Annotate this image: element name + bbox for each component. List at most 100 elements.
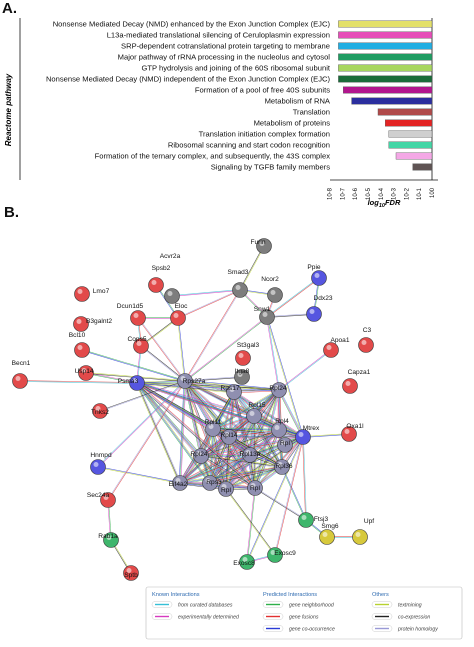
node-Ppie[interactable]: Ppie (307, 264, 327, 286)
node-Rps3[interactable]: Rps3 (202, 475, 223, 491)
node-Furin[interactable]: Furin (250, 238, 272, 254)
node-Exosc9[interactable]: Exosc9 (267, 547, 297, 563)
edge-Rps27a-Rpl36-2 (184, 381, 282, 468)
edge-Exosc8-Mtrex-1 (247, 437, 304, 563)
node-circle-Ncor2[interactable] (267, 287, 283, 303)
node-Rpl24[interactable]: Rpl24 (269, 382, 287, 398)
edge-Itga8-Rps27a-1 (184, 376, 242, 381)
node-highlight-Rps27a (180, 376, 186, 381)
edge-Exosc9-Mtrex-0 (274, 436, 303, 555)
node-label-Snw1: Snw1 (254, 306, 271, 313)
node-circle-Acvr2a[interactable] (164, 288, 180, 304)
node-circle-Ppie[interactable] (311, 270, 327, 286)
node-circle-Becn1[interactable] (12, 373, 28, 389)
node-highlight-Snw1 (262, 312, 268, 317)
node-Upf[interactable]: Upf (352, 518, 375, 545)
node-Cops5[interactable]: Cops5 (127, 336, 149, 354)
node-Usp14[interactable]: Usp14 (74, 365, 94, 381)
node-Mtrex[interactable]: Mtrex (295, 425, 320, 445)
edge-Rpl14-Rps3-0 (210, 437, 231, 484)
node-Ncor2[interactable]: Ncor2 (261, 276, 283, 303)
node-B3galnt2[interactable]: B3galnt2 (73, 316, 113, 332)
node-circle-Rpl15[interactable] (246, 408, 262, 424)
node-Rpl[interactable]: Rpl (277, 437, 293, 453)
node-Oxa1l[interactable]: Oxa1l (341, 423, 365, 442)
node-C3[interactable]: C3 (358, 327, 374, 353)
node-Rpl15[interactable]: Rpl15 (246, 402, 266, 424)
node-Eloc[interactable]: Eloc (170, 303, 189, 326)
node-Sec24a[interactable]: Sec24a (87, 492, 116, 508)
node-Rpl24b[interactable]: Rpl24 (190, 448, 209, 464)
node-highlight-Acvr2a (167, 291, 173, 296)
edge-Rpl24-Rpl11-2 (212, 388, 279, 429)
node-Rpl2[interactable]: Rpl (247, 480, 263, 496)
node-Rpl13a[interactable]: Rpl13a (240, 447, 261, 463)
node-Smad3[interactable]: Smad3 (228, 269, 249, 298)
node-Snw1[interactable]: Snw1 (254, 306, 275, 325)
node-circle-Eloc[interactable] (170, 310, 186, 326)
node-Ftsj3[interactable]: Ftsj3 (298, 512, 329, 528)
node-circle-C3[interactable] (358, 337, 374, 353)
node-circle-Dcun1d5[interactable] (130, 310, 146, 326)
node-Capza1[interactable]: Capza1 (342, 369, 371, 394)
edge-Smad3-Rps27a-1 (184, 289, 240, 381)
node-St3gal3[interactable]: St3gal3 (235, 342, 260, 366)
node-circle-Upf[interactable] (352, 529, 368, 545)
node-Rpl4[interactable]: Rpl4 (271, 418, 290, 438)
edge-Rpl36-Rps3-0 (210, 467, 283, 485)
edge-Rps27a-Snw1-1 (185, 317, 268, 382)
node-label-Mtrex: Mtrex (303, 425, 320, 432)
bar-3 (338, 53, 433, 61)
node-label-Upf: Upf (364, 518, 374, 525)
node-Becn1[interactable]: Becn1 (12, 360, 31, 389)
node-circle-Capza1[interactable] (342, 378, 358, 394)
node-Rpl[interactable]: Rpl (218, 481, 234, 497)
node-circle-Spsb2[interactable] (148, 277, 164, 293)
node-highlight-Exosc8 (242, 557, 248, 562)
node-highlight-Rpl24b (196, 451, 202, 456)
node-circle-Hnmpd[interactable] (90, 459, 106, 475)
node-Itga8[interactable]: Itga8 (234, 368, 250, 385)
node-Rps27a[interactable]: Rps27a (177, 373, 206, 389)
node-circle-Smad3[interactable] (232, 282, 248, 298)
node-circle-Apoa1[interactable] (323, 342, 339, 358)
node-Acvr2a[interactable]: Acvr2a (160, 253, 181, 304)
node-circle-St3gal3[interactable] (235, 350, 251, 366)
node-circle-Ddx23[interactable] (306, 306, 322, 322)
node-Rpl36[interactable]: Rpl36 (274, 459, 293, 475)
node-Rpl11[interactable]: Rpl11 (205, 419, 222, 437)
node-Eif4a2[interactable]: Eif4a2 (169, 475, 188, 491)
node-Bcl10[interactable]: Bcl10 (69, 332, 90, 358)
node-Hnmpd[interactable]: Hnmpd (90, 452, 112, 475)
node-circle-Bcl10[interactable] (74, 342, 90, 358)
node-Psma3[interactable]: Psma3 (118, 375, 145, 391)
node-Exosc8[interactable]: Exosc8 (233, 554, 255, 570)
pathway-label-10: Translation initiation complex formation (199, 130, 330, 139)
node-Rps17[interactable]: Rps17 (220, 384, 242, 400)
pathway-label-6: Formation of a pool of free 40S subunits (195, 86, 330, 95)
node-highlight-Sec24a (103, 495, 109, 500)
node-Rpl14[interactable]: Rpl14 (220, 429, 238, 445)
edge-Exosc9-Mtrex-1 (275, 437, 304, 556)
node-Lmo7[interactable]: Lmo7 (74, 286, 110, 302)
legend-known-title: Known Interactions (152, 592, 200, 598)
node-Apoa1[interactable]: Apoa1 (323, 337, 350, 358)
node-circle-Smg6[interactable] (319, 529, 335, 545)
node-Ddx23[interactable]: Ddx23 (306, 295, 333, 322)
edge-Rpl13a-Eif4a2-1 (179, 454, 251, 484)
node-Sptb[interactable]: Sptb (123, 565, 139, 581)
node-highlight-Tnks2 (95, 406, 101, 411)
node-highlight-Rpl15 (249, 411, 255, 416)
node-highlight-Mtrex (298, 432, 304, 437)
node-Smg6[interactable]: Smg6 (319, 523, 339, 545)
node-Tnks2[interactable]: Tnks2 (91, 403, 109, 419)
node-circle-Lmo7[interactable] (74, 286, 90, 302)
node-circle-Ftsj3[interactable] (298, 512, 314, 528)
edge-Rps3-Psma3-0 (136, 383, 210, 484)
node-Dcun1d5[interactable]: Dcun1d5 (117, 303, 146, 326)
edge-Hnmpd-Rps27a-0 (97, 380, 185, 467)
node-Spsb2[interactable]: Spsb2 (148, 265, 171, 293)
node-highlight-Ncor2 (270, 290, 276, 295)
bar-13 (412, 163, 433, 171)
node-Rab1a[interactable]: Rab1a (98, 532, 119, 548)
